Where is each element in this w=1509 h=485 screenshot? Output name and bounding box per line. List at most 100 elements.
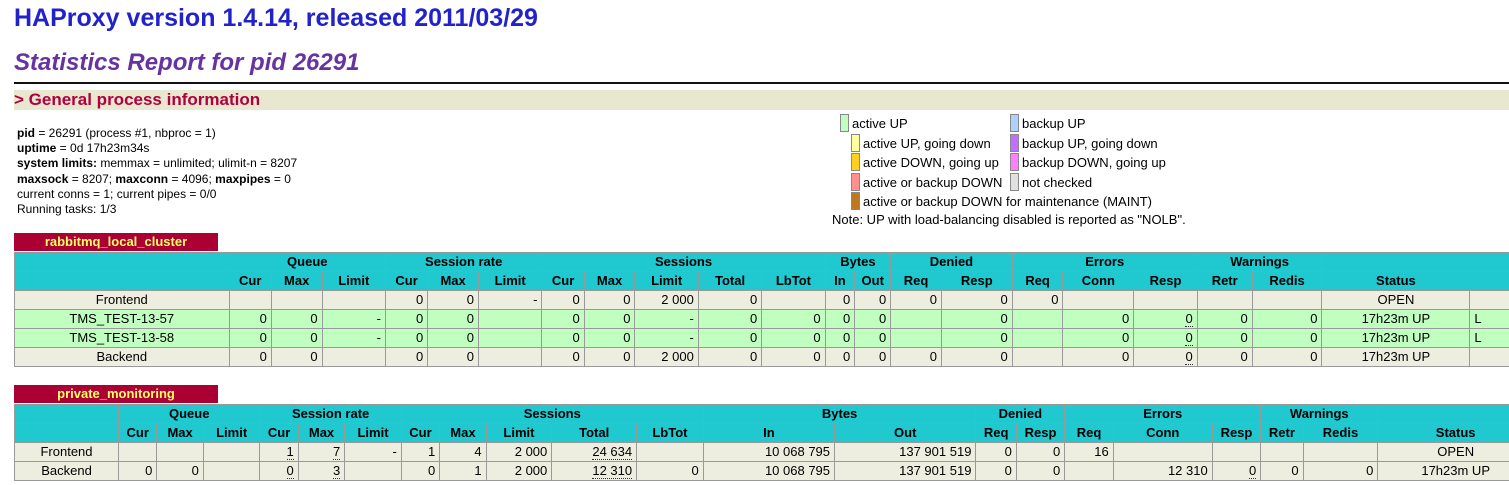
col-limit: Limit [477,271,543,291]
cell-r-lim [344,461,402,481]
group-session-rate: Session rate [384,252,543,272]
cell-value: 0 [750,292,758,307]
cell-s-tot: 12 310 [551,461,638,481]
cell-e-conn: 12 310 [1112,461,1213,481]
cell-w-retr [1196,290,1253,310]
cell-value: 0 [1366,463,1374,478]
pid-line: pid = 26291 (process #1, nbproc = 1) [17,126,216,140]
group-queue: Queue [228,252,386,272]
cell-e-conn: 0 [1062,347,1135,367]
col-in: In [824,271,856,291]
cell-value: 0 [1185,311,1193,327]
cell-value: 2 000 [514,444,548,459]
cell-value: 0 [1240,311,1248,326]
cell-d-req: 0 [890,290,942,310]
col-limit: Limit [321,271,386,291]
cell-value: 0 [286,463,294,479]
cell-e-req [1011,347,1064,367]
cell-value: - [376,311,381,326]
cell-r-lim: - [477,290,543,310]
cell-s-lim: 2 000 [485,442,553,462]
cell-value: 0 [750,311,758,326]
legend-swatch [851,153,860,171]
cell-d-resp: 0 [1015,442,1066,462]
cell-value: 0 [813,330,821,345]
cell-w-redis [1251,290,1323,310]
cell-s-lim: 2 000 [634,347,699,367]
legend-item: not checked [1010,173,1092,192]
legend-swatch [1010,134,1019,152]
cell-s-lim: - [634,309,699,329]
cell-value: 0 [1248,463,1257,479]
col-cur: Cur [118,423,158,443]
cell-b-out: 0 [854,309,892,329]
corner-cell [14,252,230,272]
cell-s-lb [636,442,704,462]
col-resp: Resp [1015,423,1066,443]
col-max: Max [427,271,479,291]
cell-q-cur: 0 [228,309,272,329]
legend-item: active or backup DOWN [851,173,1002,192]
col-req: Req [975,423,1017,443]
cell-w-retr: 0 [1196,328,1253,348]
cell-value: 0 [416,292,424,307]
legend-swatch [851,192,860,210]
cell-q-max: 0 [270,328,323,348]
cell-r-cur: 0 [384,347,429,367]
cell-e-req: 0 [1011,290,1064,310]
cell-w-retr: 0 [1196,347,1253,367]
cell-r-max: 0 [427,347,479,367]
cell-value: 2 000 [661,292,694,307]
cell-e-resp [1211,442,1262,462]
group-sessions: Sessions [400,404,704,424]
cell-q-max [270,290,323,310]
col-status: Status [1321,271,1471,291]
cell-value: 0 [1004,463,1012,478]
cell-s-cur: 0 [541,347,585,367]
row-name[interactable]: TMS_TEST-13-58 [14,328,230,348]
cell-s-lim: 2 000 [634,290,699,310]
cell-s-cur: 0 [400,461,441,481]
cell-value: 1 [427,444,436,459]
cell-r-cur: 0 [384,290,429,310]
cell-q-cur [118,442,158,462]
cell-value: 0 [623,330,631,345]
col-extra [1469,271,1509,291]
cell-value: 0 [416,330,424,345]
legend-item: active or backup DOWN for maintenance (M… [851,192,1152,211]
row-name: Frontend [13,442,120,462]
cell-w-retr: 0 [1260,461,1304,481]
cell-e-conn [1112,442,1213,462]
cell-r-lim [477,347,543,367]
row-name: Backend [13,461,120,481]
page-subtitle: Statistics Report for pid 26291 [14,49,360,76]
cell-r-max: 7 [297,442,346,462]
cell-status: OPEN [1321,290,1471,310]
cell-value: 0 [145,463,153,478]
cell-status: 17h23m UP [1321,328,1471,348]
proxy-name-private-monitoring[interactable]: private_monitoring [14,385,218,403]
legend-swatch [1010,153,1019,171]
proxy-name-rabbitmq[interactable]: rabbitmq_local_cluster [14,233,218,251]
frontend-row: Frontend 1 7 - 1 4 2 000 24 634 10 068 795 137 90… [13,442,1509,462]
maxsock-line: maxsock = 8207; maxconn = 4096; maxpipes… [17,171,291,186]
cell-d-req [890,309,942,329]
cell-value: OPEN [1377,292,1415,307]
backend-row: Backend 0 0 0 0 0 0 2 000 0 0 0 0 0 0 0 0 0 0 17h23m UP [14,347,1509,367]
cell-w-redis: 0 [1302,461,1379,481]
cell-value: 0 [466,330,474,345]
corner-cell [13,423,120,443]
cell-value: 0 [1000,311,1008,326]
cell-q-lim [202,442,261,462]
col-req: Req [890,271,942,291]
cell-s-lb [761,290,826,310]
cell-e-req [1011,328,1064,348]
legend-swatch [1010,173,1019,191]
cell-r-max: 0 [427,290,479,310]
col-cur: Cur [384,271,429,291]
col-redis: Redis [1302,423,1379,443]
row-name[interactable]: TMS_TEST-13-57 [14,309,230,329]
cell-value: 0 [572,311,580,326]
cell-value: 10 068 795 [764,463,831,478]
cell-e-req [1011,309,1064,329]
